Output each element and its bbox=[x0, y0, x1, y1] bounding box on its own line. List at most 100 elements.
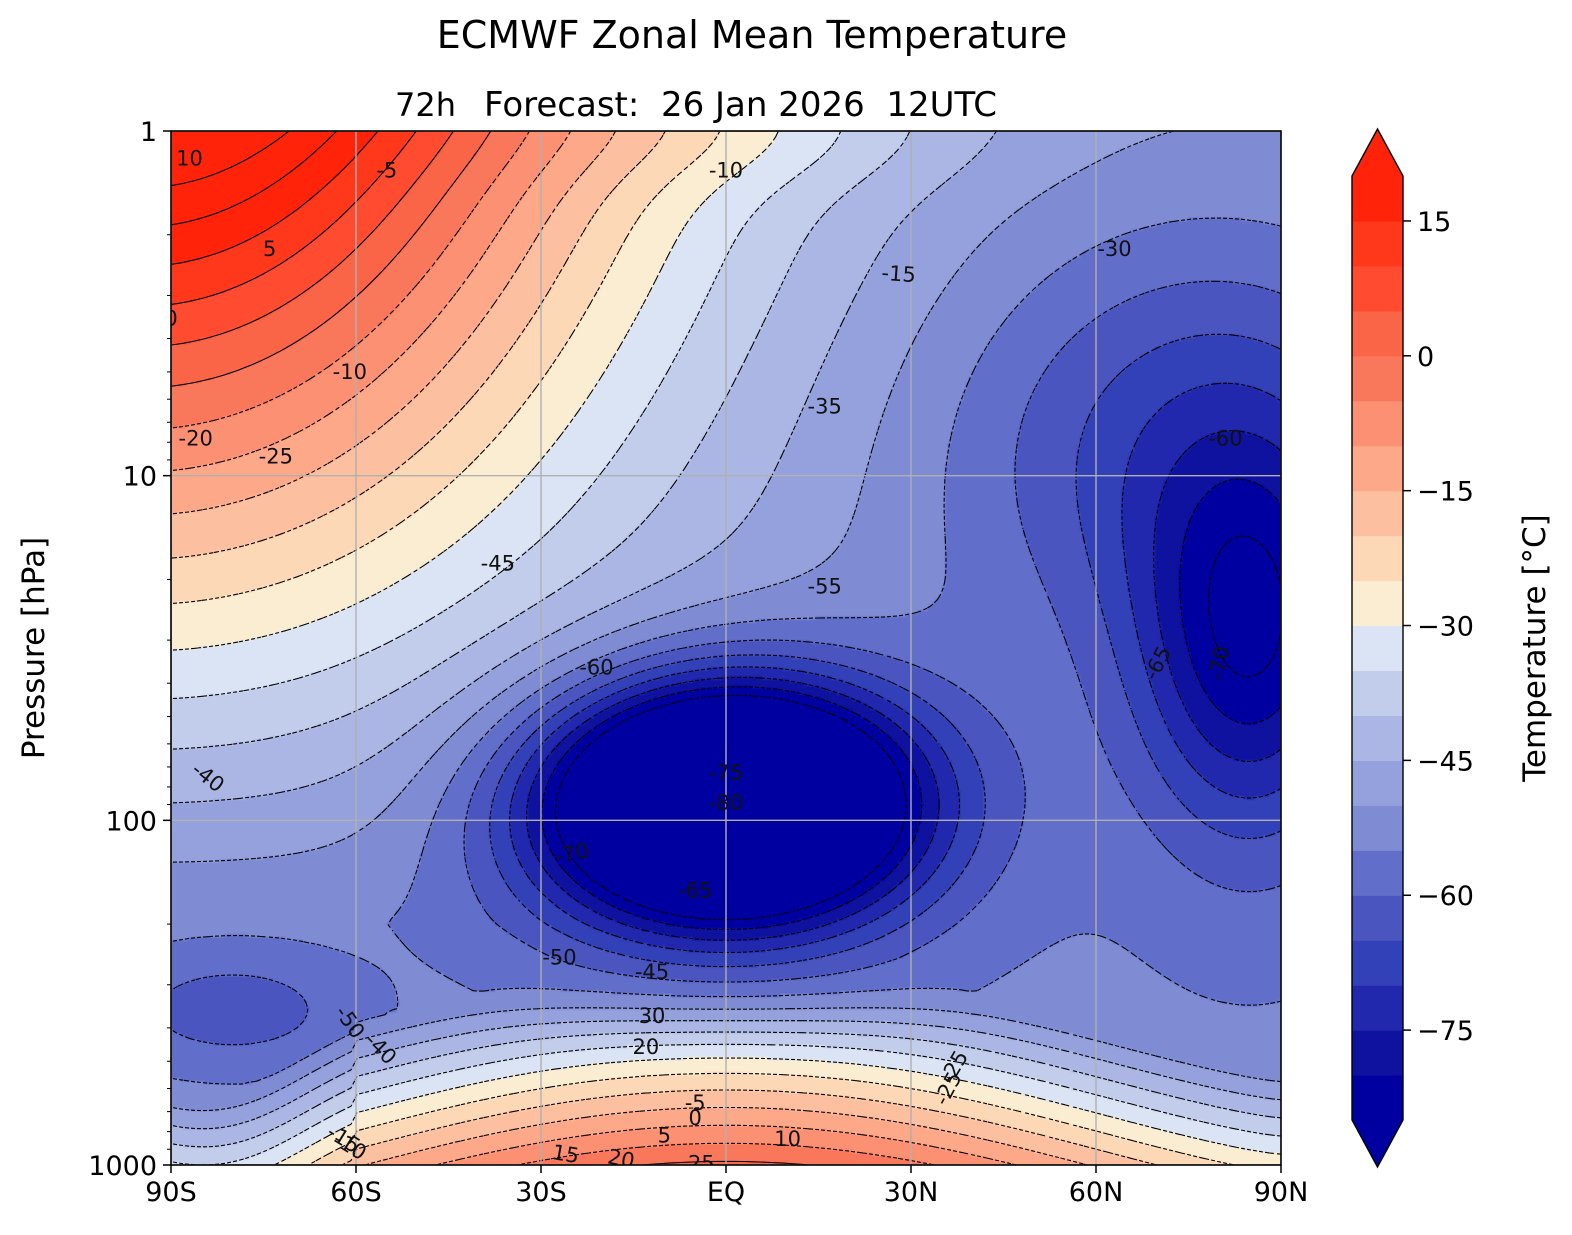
colorbar-tick-label: −60 bbox=[1417, 881, 1474, 912]
colorbar-tick-label: −30 bbox=[1417, 612, 1474, 643]
isotherm-label: -5 bbox=[685, 1091, 706, 1115]
y-axis: 1 10 100 1000 bbox=[88, 117, 171, 1182]
x-tick-label: 90S bbox=[145, 1177, 197, 1208]
colorbar-segment bbox=[1352, 670, 1403, 717]
colorbar-outline bbox=[1351, 127, 1404, 1169]
colorbar-segment bbox=[1352, 805, 1403, 851]
chart-subtitle: Forecast: 26 Jan 2026 12UTC bbox=[484, 85, 997, 125]
plot-area: 1050-5-10-20-25-10-15-30-35-60-45-55-60-… bbox=[164, 131, 1281, 1175]
x-tick-label: 90N bbox=[1254, 1177, 1309, 1208]
isotherm-label: -50 bbox=[542, 945, 576, 969]
colorbar-tick-label: 15 bbox=[1417, 207, 1451, 238]
isotherm--15 bbox=[171, 131, 1088, 1165]
colorbar-tick-label: −75 bbox=[1417, 1016, 1474, 1047]
isotherm-label: -55 bbox=[808, 575, 842, 599]
isotherm-label: 25 bbox=[688, 1151, 715, 1175]
isotherm-15 bbox=[171, 131, 379, 265]
y-axis-label: Pressure [hPa] bbox=[16, 537, 52, 759]
isotherm--60 bbox=[171, 280, 1281, 1046]
colorbar-segment bbox=[1352, 310, 1403, 357]
colorbar-segment bbox=[1352, 176, 1403, 222]
y-tick-label: 1000 bbox=[88, 1151, 157, 1182]
colorbar-segment bbox=[1352, 580, 1403, 627]
x-tick-label: 30S bbox=[515, 1177, 567, 1208]
chart-subtitle-left: 72h bbox=[395, 86, 456, 124]
isotherm-25 bbox=[171, 131, 290, 187]
colorbar-extend-min bbox=[1352, 1120, 1403, 1167]
isotherm-label: -30 bbox=[1097, 237, 1131, 261]
isotherm-label: 15 bbox=[550, 1140, 580, 1168]
isotherm-label: 20 bbox=[632, 1035, 659, 1059]
colorbar-label: Temperature [°C] bbox=[1517, 514, 1553, 783]
x-tick-label: 60S bbox=[330, 1177, 382, 1208]
isotherm-label: -75 bbox=[709, 761, 743, 785]
colorbar-segment bbox=[1352, 535, 1403, 582]
isotherm-label: -80 bbox=[709, 791, 743, 815]
isotherm--35 bbox=[171, 131, 1281, 1165]
isotherm-label: 10 bbox=[176, 146, 203, 170]
isotherm-label: -45 bbox=[635, 960, 669, 984]
isotherm-10 bbox=[171, 131, 417, 305]
colorbar-tick-label: −45 bbox=[1417, 746, 1474, 777]
colorbar-segment bbox=[1352, 760, 1403, 806]
colorbar-segment bbox=[1352, 265, 1403, 312]
isotherm--70 bbox=[509, 382, 1281, 954]
isotherm-5 bbox=[171, 131, 454, 346]
isotherm-label: -65 bbox=[678, 879, 712, 903]
colorbar-segment bbox=[1352, 895, 1403, 941]
colorbar-tick-label: 0 bbox=[1417, 342, 1434, 373]
isotherm-label: 30 bbox=[639, 1004, 666, 1028]
colorbar-segment bbox=[1352, 1075, 1403, 1121]
isotherm--5 bbox=[171, 131, 935, 1165]
isotherm--30 bbox=[171, 131, 1281, 1165]
isotherm--85 bbox=[555, 535, 1281, 921]
x-tick-label: EQ bbox=[707, 1177, 745, 1208]
x-tick-label: 60N bbox=[1069, 1177, 1124, 1208]
x-tick-label: 30N bbox=[884, 1177, 939, 1208]
colorbar-segment bbox=[1352, 355, 1403, 402]
isotherm--45 bbox=[171, 131, 1281, 1130]
isotherm--20 bbox=[171, 131, 1157, 1165]
isotherm--40 bbox=[171, 131, 1281, 1148]
colorbar-segment bbox=[1352, 985, 1403, 1031]
isotherm-label: -15 bbox=[881, 261, 917, 287]
isotherm-label: 0 bbox=[688, 1106, 701, 1130]
isotherm--55 bbox=[171, 217, 1281, 1085]
isotherm-label: 5 bbox=[263, 237, 276, 261]
chart-title: ECMWF Zonal Mean Temperature bbox=[437, 13, 1067, 57]
isotherm--65 bbox=[489, 333, 1281, 968]
isotherm-label: -20 bbox=[179, 426, 213, 450]
x-axis: 90S 60S 30S EQ 30N 60N 90N bbox=[145, 1165, 1308, 1208]
isotherm-label: 10 bbox=[774, 1127, 801, 1151]
isotherm-label: -70 bbox=[1205, 644, 1235, 682]
colorbar-segment bbox=[1352, 1030, 1403, 1076]
isotherm-label: 20 bbox=[606, 1144, 637, 1173]
colorbar-segment bbox=[1352, 445, 1403, 492]
isotherm-20 bbox=[171, 131, 338, 226]
isotherm-lines bbox=[171, 131, 1281, 1165]
isotherm--25 bbox=[171, 131, 1235, 1165]
colorbar-segment bbox=[1352, 715, 1403, 761]
colorbar-segment bbox=[1352, 220, 1403, 267]
colorbar-segment bbox=[1352, 940, 1403, 986]
isotherm-label: 0 bbox=[164, 307, 177, 331]
isotherm-label: -5 bbox=[376, 158, 397, 182]
isotherm-label: -45 bbox=[481, 552, 515, 576]
y-tick-label: 10 bbox=[123, 462, 157, 493]
isotherm-label: -60 bbox=[579, 655, 613, 679]
isotherm-label: -35 bbox=[808, 395, 842, 419]
isotherm--50 bbox=[171, 131, 1281, 1112]
isotherm-label: -60 bbox=[1208, 426, 1242, 450]
colorbar: 15 0 −15 −30 −45 −60 −75 bbox=[1351, 127, 1474, 1169]
isotherm-label: -10 bbox=[333, 360, 367, 384]
colorbar-extend-max bbox=[1352, 129, 1403, 176]
isotherm--75 bbox=[525, 430, 1281, 941]
colorbar-tick-label: −15 bbox=[1417, 477, 1474, 508]
isotherm-label: -10 bbox=[709, 158, 743, 182]
colorbar-segment bbox=[1352, 490, 1403, 537]
y-tick-label: 1 bbox=[140, 117, 157, 148]
colorbar-segment bbox=[1352, 625, 1403, 672]
grid-lines bbox=[171, 131, 1281, 1165]
colorbar-segment bbox=[1352, 850, 1403, 896]
